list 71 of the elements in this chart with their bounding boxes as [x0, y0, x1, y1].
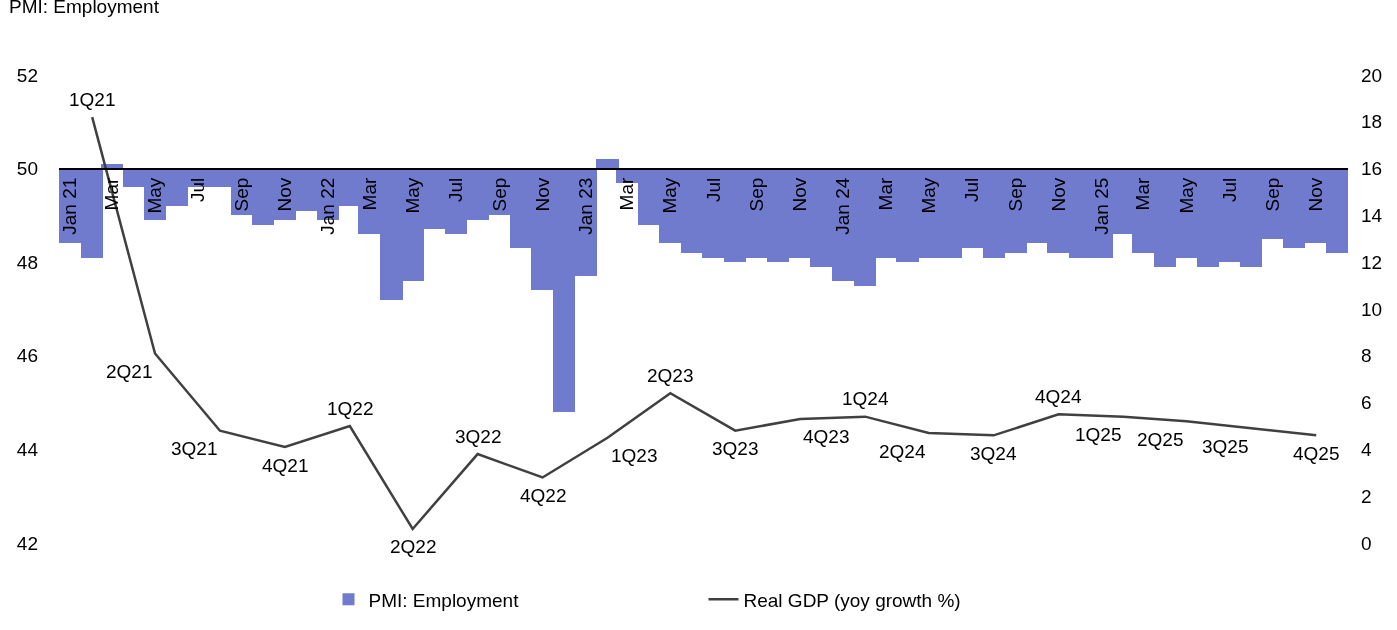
y2-tick-label: 10 [1361, 298, 1383, 320]
x-tick-label: Jan 22 [317, 177, 339, 235]
legend-label: Real GDP (yoy growth %) [743, 589, 961, 611]
y2-tick-label: 12 [1361, 251, 1383, 273]
x-tick-label: Mar [616, 177, 638, 211]
annotation: 4Q25 [1293, 443, 1340, 464]
y2-tick-label: 16 [1361, 158, 1383, 180]
x-tick-label: Sep [1004, 177, 1026, 212]
x-tick-label: Jan 24 [832, 177, 854, 235]
x-tick-label: Sep [231, 177, 253, 212]
annotation: 1Q24 [842, 388, 889, 409]
bar [596, 159, 619, 169]
x-tick-label: Jul [702, 177, 724, 202]
x-tick-label: Jul [1218, 177, 1240, 202]
y2-tick-label: 8 [1361, 345, 1372, 367]
y2-tick-label: 14 [1361, 205, 1383, 227]
annotation: 1Q21 [69, 89, 116, 110]
legend-label: PMI: Employment [368, 589, 520, 611]
x-tick-label: May [917, 177, 939, 214]
y-axis-title: PMI: Employment [9, 0, 160, 17]
y2-tick-label: 18 [1361, 111, 1383, 133]
x-tick-label: May [401, 177, 423, 214]
annotation: 3Q25 [1202, 436, 1249, 457]
x-tick-label: Mar [874, 177, 896, 211]
x-tick-label: Jan 25 [1090, 177, 1112, 235]
annotation: 3Q23 [712, 438, 759, 459]
x-tick-label: Nov [789, 177, 811, 212]
y2-tick-label: 2 [1361, 485, 1372, 507]
annotation: 2Q21 [106, 361, 153, 382]
x-tick-label: Jul [187, 177, 209, 202]
y2-tick-label: 4 [1361, 439, 1372, 461]
y2-tick-label: 20 [1361, 64, 1383, 86]
y-tick-label: 46 [16, 345, 38, 367]
x-tick-label: May [1175, 177, 1197, 214]
x-tick-label: Nov [274, 177, 296, 212]
annotation: 2Q23 [647, 365, 694, 386]
x-tick-label: Nov [1047, 177, 1069, 212]
x-tick-label: Mar [101, 177, 123, 211]
y2-tick-label: 0 [1361, 532, 1372, 554]
y-tick-label: 48 [16, 251, 38, 273]
annotation: 1Q22 [327, 398, 374, 419]
x-tick-label: Mar [1132, 177, 1154, 211]
x-tick-label: Jan 23 [574, 177, 596, 235]
x-tick-label: Sep [746, 177, 768, 212]
annotation: 1Q25 [1075, 424, 1122, 445]
x-tick-label: May [659, 177, 681, 214]
x-tick-label: Jan 21 [59, 177, 81, 235]
annotation: 2Q24 [879, 441, 926, 462]
x-tick-label: May [144, 177, 166, 214]
x-tick-label: Jul [444, 177, 466, 202]
x-tick-label: Nov [531, 177, 553, 212]
annotation: 4Q21 [262, 455, 309, 476]
annotation: 2Q22 [390, 536, 437, 557]
y-tick-label: 42 [16, 532, 38, 554]
annotation: 4Q24 [1035, 386, 1082, 407]
y-tick-label: 50 [16, 158, 38, 180]
annotation: 3Q21 [171, 438, 218, 459]
annotation: 3Q24 [970, 443, 1017, 464]
y2-tick-label: 6 [1361, 392, 1372, 414]
x-tick-label: Sep [488, 177, 510, 212]
x-tick-label: Sep [1262, 177, 1284, 212]
x-tick-label: Mar [358, 177, 380, 211]
annotation: 4Q23 [803, 426, 850, 447]
annotation: 3Q22 [455, 426, 502, 447]
y-tick-label: 52 [16, 64, 38, 86]
annotation: 2Q25 [1137, 429, 1184, 450]
x-tick-label: Jul [960, 177, 982, 202]
y-tick-label: 44 [16, 439, 39, 461]
annotation: 1Q23 [611, 445, 658, 466]
annotation: 4Q22 [520, 485, 567, 506]
x-tick-label: Nov [1305, 177, 1327, 212]
